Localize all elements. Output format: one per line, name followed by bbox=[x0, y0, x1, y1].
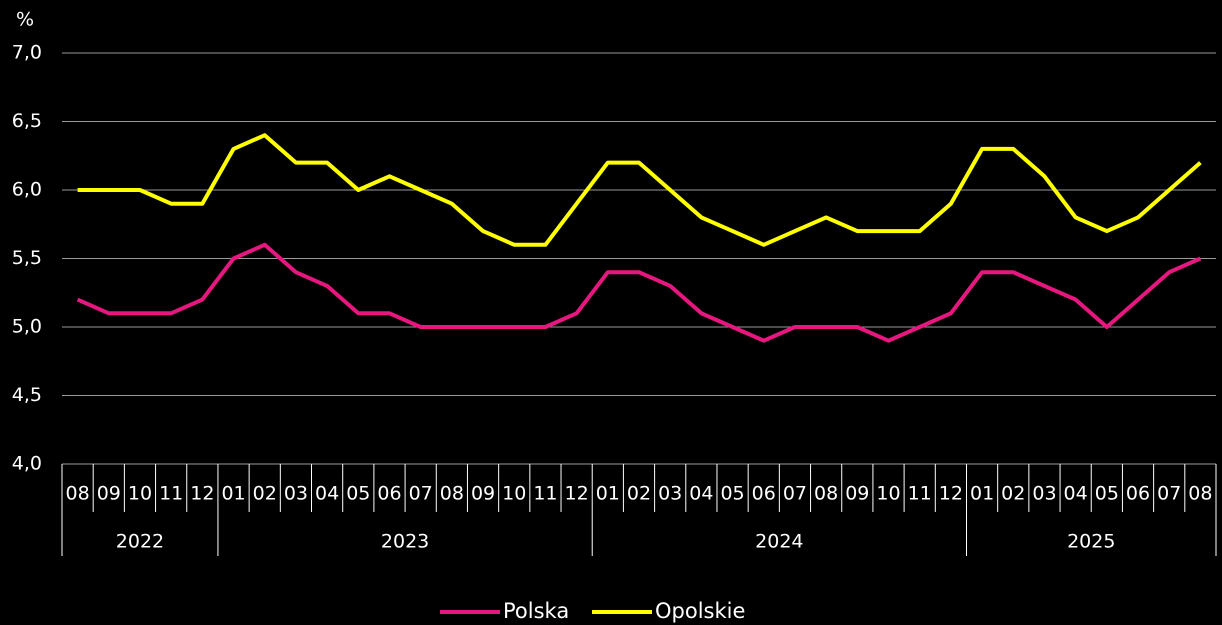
x-tick-label: 08 bbox=[440, 483, 464, 505]
x-tick-label: 12 bbox=[939, 483, 963, 505]
x-tick-label: 02 bbox=[253, 483, 277, 505]
year-label: 2024 bbox=[755, 531, 803, 553]
x-tick-label: 09 bbox=[97, 483, 121, 505]
x-tick-label: 08 bbox=[814, 483, 838, 505]
year-label: 2023 bbox=[381, 531, 429, 553]
x-tick-label: 05 bbox=[720, 483, 744, 505]
y-tick-label: 4,5 bbox=[12, 384, 42, 406]
x-tick-label: 06 bbox=[752, 483, 776, 505]
x-tick-label: 04 bbox=[1064, 483, 1088, 505]
year-label: 2025 bbox=[1067, 531, 1115, 553]
x-tick-label: 02 bbox=[627, 483, 651, 505]
y-tick-label: 7,0 bbox=[12, 42, 42, 64]
x-tick-label: 02 bbox=[1001, 483, 1025, 505]
y-tick-label: 5,5 bbox=[12, 247, 42, 269]
x-tick-label: 10 bbox=[128, 483, 152, 505]
y-tick-label: 5,0 bbox=[12, 316, 42, 338]
x-tick-label: 05 bbox=[346, 483, 370, 505]
x-tick-label: 08 bbox=[1188, 483, 1212, 505]
x-tick-label: 10 bbox=[502, 483, 526, 505]
series-line bbox=[76, 242, 1202, 343]
y-tick-label: 6,0 bbox=[12, 179, 42, 201]
year-label: 2022 bbox=[116, 531, 164, 553]
x-tick-label: 01 bbox=[221, 483, 245, 505]
x-tick-label: 07 bbox=[783, 483, 807, 505]
x-tick-label: 11 bbox=[533, 483, 557, 505]
x-tick-label: 11 bbox=[159, 483, 183, 505]
x-tick-label: 12 bbox=[565, 483, 589, 505]
x-tick-label: 06 bbox=[377, 483, 401, 505]
legend-label: Opolskie bbox=[655, 599, 745, 623]
x-tick-label: 04 bbox=[315, 483, 339, 505]
x-tick-label: 03 bbox=[658, 483, 682, 505]
x-tick-label: 01 bbox=[596, 483, 620, 505]
x-tick-label: 09 bbox=[471, 483, 495, 505]
x-tick-label: 04 bbox=[689, 483, 713, 505]
x-tick-label: 03 bbox=[1032, 483, 1056, 505]
y-tick-label: 6,5 bbox=[12, 110, 42, 132]
x-tick-label: 06 bbox=[1126, 483, 1150, 505]
x-tick-label: 05 bbox=[1095, 483, 1119, 505]
series-line bbox=[77, 133, 1202, 247]
legend-label: Polska bbox=[503, 599, 569, 623]
x-tick-label: 12 bbox=[190, 483, 214, 505]
x-tick-label: 09 bbox=[845, 483, 869, 505]
x-tick-label: 10 bbox=[876, 483, 900, 505]
x-tick-label: 07 bbox=[409, 483, 433, 505]
x-tick-label: 03 bbox=[284, 483, 308, 505]
y-tick-label: 4,0 bbox=[12, 453, 42, 475]
x-tick-label: 07 bbox=[1157, 483, 1181, 505]
x-tick-label: 08 bbox=[66, 483, 90, 505]
y-unit: % bbox=[16, 9, 34, 31]
x-tick-label: 01 bbox=[970, 483, 994, 505]
x-tick-label: 11 bbox=[908, 483, 932, 505]
